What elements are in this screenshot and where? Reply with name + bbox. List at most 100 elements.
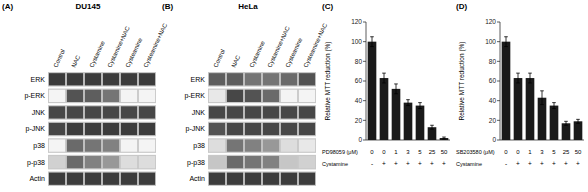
row-label: p38 xyxy=(33,142,45,150)
x-tick-label-row2: + xyxy=(430,160,434,167)
band xyxy=(209,73,225,85)
error-line xyxy=(554,103,555,109)
lane-label: Cysteamine xyxy=(284,37,303,69)
band xyxy=(299,90,315,102)
band xyxy=(209,173,225,185)
error-line xyxy=(384,73,385,83)
band xyxy=(245,156,261,168)
y-tick xyxy=(497,81,500,82)
band xyxy=(227,73,243,85)
band xyxy=(299,173,315,185)
row-background xyxy=(208,105,316,120)
y-tick xyxy=(363,41,366,42)
band xyxy=(49,156,65,168)
lane-label: Cystamine xyxy=(88,40,106,69)
x-tick-label: 0 xyxy=(516,149,520,155)
band xyxy=(263,106,279,118)
x-tick-label: 50 xyxy=(575,149,582,155)
band xyxy=(85,106,101,118)
band xyxy=(121,106,137,118)
error-line xyxy=(530,73,531,83)
y-tick-label: 0 xyxy=(358,136,362,143)
band xyxy=(281,123,297,135)
error-bar xyxy=(552,103,556,109)
x-tick-label: 25 xyxy=(429,149,436,155)
x-tick-label: 3 xyxy=(406,149,410,155)
error-bar xyxy=(540,91,544,105)
x-tick-label-row2: + xyxy=(516,160,520,167)
band xyxy=(49,73,65,85)
bar xyxy=(574,121,583,140)
error-cap xyxy=(394,93,398,94)
band xyxy=(227,123,243,135)
band xyxy=(121,73,137,85)
error-line xyxy=(420,103,421,109)
y-tick xyxy=(363,120,366,121)
y-tick xyxy=(363,140,366,141)
lane-label: Control xyxy=(52,48,66,68)
row-label: p38 xyxy=(193,142,205,150)
panel-label: (C) xyxy=(322,2,333,11)
error-line xyxy=(518,73,519,83)
lane-label: NAC xyxy=(70,54,81,69)
band xyxy=(281,173,297,185)
row-label: Actin xyxy=(29,175,45,182)
bar xyxy=(392,89,401,140)
row-label: ERK xyxy=(31,76,46,83)
x-tick-label: 50 xyxy=(441,149,448,155)
error-cap xyxy=(370,36,374,37)
error-cap xyxy=(540,90,544,91)
error-cap xyxy=(406,99,410,100)
band xyxy=(67,106,83,118)
band xyxy=(49,123,65,135)
error-bar xyxy=(430,125,434,129)
error-cap xyxy=(564,125,568,126)
band xyxy=(85,73,101,85)
band xyxy=(85,90,101,102)
x-tick-label: 0 xyxy=(504,149,508,155)
band xyxy=(139,106,155,118)
x-tick-label-row2: + xyxy=(576,160,580,167)
bar xyxy=(404,103,413,140)
row-label: p-ERK xyxy=(24,92,45,100)
band xyxy=(121,123,137,135)
band xyxy=(139,73,155,85)
x-tick-label: 1 xyxy=(394,149,398,155)
band xyxy=(103,90,119,102)
x-tick-label-row2: + xyxy=(552,160,556,167)
y-tick xyxy=(497,120,500,121)
band xyxy=(85,139,101,151)
band xyxy=(49,90,65,102)
marks xyxy=(502,37,583,140)
band xyxy=(103,123,119,135)
band xyxy=(209,106,225,118)
band xyxy=(263,123,279,135)
band xyxy=(49,139,65,151)
x-row-label: Cystamine xyxy=(456,161,482,167)
y-tick xyxy=(363,22,366,23)
lane-label: NAC xyxy=(230,54,241,69)
y-tick-label: 0 xyxy=(492,136,496,143)
row-background xyxy=(48,171,156,186)
y-tick xyxy=(363,100,366,101)
row-label: p-p38 xyxy=(27,159,45,167)
bar xyxy=(380,78,389,140)
bar xyxy=(562,123,571,140)
y-tick xyxy=(363,61,366,62)
x-tick-label: 5 xyxy=(552,149,556,155)
band xyxy=(85,156,101,168)
error-cap xyxy=(504,36,508,37)
y-tick-label: 60 xyxy=(489,77,497,84)
row-background xyxy=(208,171,316,186)
band xyxy=(67,139,83,151)
row-label: ERK xyxy=(191,76,206,83)
panel: (B)HeLaControlNACCystamineCystamine+NACC… xyxy=(162,2,328,186)
band xyxy=(121,139,137,151)
x-tick-label: 1 xyxy=(528,149,532,155)
error-cap xyxy=(382,82,386,83)
band xyxy=(245,90,261,102)
y-tick-label: 100 xyxy=(351,38,362,45)
band xyxy=(281,73,297,85)
error-bar xyxy=(576,119,580,123)
band xyxy=(67,173,83,185)
